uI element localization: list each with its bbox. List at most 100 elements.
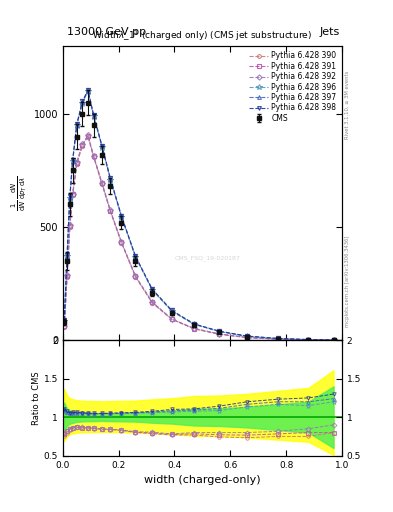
- Pythia 6.428 390: [119, 240, 124, 246]
- Pythia 6.428 392: [62, 323, 67, 329]
- Legend: Pythia 6.428 390, Pythia 6.428 391, Pythia 6.428 392, Pythia 6.428 396, Pythia 6: Pythia 6.428 390, Pythia 6.428 391, Pyth…: [248, 50, 338, 124]
- Pythia 6.428 391: [65, 272, 70, 279]
- Y-axis label: Ratio to CMS: Ratio to CMS: [32, 371, 41, 425]
- Pythia 6.428 391: [217, 331, 222, 337]
- Pythia 6.428 391: [68, 223, 72, 229]
- Pythia 6.428 396: [70, 158, 75, 164]
- Pythia 6.428 396: [68, 195, 72, 201]
- Pythia 6.428 391: [70, 191, 75, 197]
- Pythia 6.428 391: [86, 133, 90, 139]
- Text: Width$\lambda\_1^1$ (charged only) (CMS jet substructure): Width$\lambda\_1^1$ (charged only) (CMS …: [92, 29, 312, 43]
- Pythia 6.428 398: [306, 336, 311, 343]
- Pythia 6.428 398: [217, 328, 222, 334]
- Pythia 6.428 397: [75, 121, 79, 127]
- Pythia 6.428 398: [275, 335, 280, 342]
- Pythia 6.428 398: [99, 142, 104, 148]
- Pythia 6.428 392: [192, 325, 196, 331]
- Line: Pythia 6.428 396: Pythia 6.428 396: [61, 88, 337, 343]
- Pythia 6.428 397: [331, 337, 336, 343]
- Text: mcplots.cern.ch [arXiv:1306.3436]: mcplots.cern.ch [arXiv:1306.3436]: [345, 236, 350, 327]
- Pythia 6.428 390: [80, 142, 85, 148]
- Pythia 6.428 392: [70, 190, 75, 197]
- Pythia 6.428 396: [91, 113, 96, 119]
- Pythia 6.428 390: [99, 181, 104, 187]
- Pythia 6.428 392: [275, 336, 280, 342]
- Pythia 6.428 390: [70, 193, 75, 199]
- Pythia 6.428 396: [275, 335, 280, 342]
- Pythia 6.428 390: [217, 331, 222, 337]
- Pythia 6.428 390: [62, 324, 67, 330]
- Pythia 6.428 391: [169, 316, 174, 322]
- Pythia 6.428 392: [150, 299, 154, 305]
- Pythia 6.428 391: [306, 337, 311, 343]
- Pythia 6.428 397: [99, 143, 104, 149]
- Pythia 6.428 396: [80, 99, 85, 105]
- Pythia 6.428 390: [245, 334, 250, 340]
- Pythia 6.428 396: [150, 287, 154, 293]
- Pythia 6.428 390: [306, 337, 311, 343]
- Pythia 6.428 397: [80, 99, 85, 105]
- Pythia 6.428 397: [65, 253, 70, 259]
- Pythia 6.428 392: [86, 132, 90, 138]
- Line: Pythia 6.428 397: Pythia 6.428 397: [62, 89, 336, 342]
- Pythia 6.428 397: [68, 194, 72, 200]
- Pythia 6.428 396: [245, 333, 250, 339]
- Pythia 6.428 390: [169, 316, 174, 323]
- Pythia 6.428 398: [80, 98, 85, 104]
- Pythia 6.428 392: [306, 337, 311, 343]
- Pythia 6.428 396: [306, 336, 311, 343]
- Pythia 6.428 396: [192, 321, 196, 327]
- Pythia 6.428 397: [91, 113, 96, 119]
- Pythia 6.428 392: [91, 153, 96, 159]
- Pythia 6.428 392: [331, 337, 336, 343]
- Pythia 6.428 397: [86, 88, 90, 94]
- Pythia 6.428 398: [70, 157, 75, 163]
- Pythia 6.428 390: [275, 336, 280, 342]
- Pythia 6.428 391: [275, 336, 280, 342]
- Pythia 6.428 392: [119, 239, 124, 245]
- Pythia 6.428 397: [192, 321, 196, 327]
- Pythia 6.428 392: [99, 180, 104, 186]
- Pythia 6.428 390: [68, 224, 72, 230]
- Text: CMS_FSQ_19-020187: CMS_FSQ_19-020187: [175, 255, 241, 261]
- Pythia 6.428 391: [331, 337, 336, 343]
- Pythia 6.428 391: [99, 180, 104, 186]
- Pythia 6.428 397: [70, 158, 75, 164]
- Text: Jets: Jets: [320, 27, 340, 37]
- Pythia 6.428 391: [133, 273, 138, 280]
- Pythia 6.428 391: [245, 334, 250, 340]
- Pythia 6.428 392: [75, 159, 79, 165]
- Pythia 6.428 398: [62, 317, 67, 323]
- Pythia 6.428 397: [169, 308, 174, 314]
- Pythia 6.428 390: [133, 274, 138, 280]
- Line: Pythia 6.428 398: Pythia 6.428 398: [62, 88, 336, 342]
- Pythia 6.428 392: [68, 222, 72, 228]
- Pythia 6.428 392: [217, 331, 222, 337]
- Pythia 6.428 397: [217, 328, 222, 334]
- Pythia 6.428 390: [192, 326, 196, 332]
- Pythia 6.428 391: [150, 300, 154, 306]
- Pythia 6.428 396: [133, 254, 138, 260]
- Pythia 6.428 392: [169, 316, 174, 322]
- Pythia 6.428 396: [217, 329, 222, 335]
- Pythia 6.428 397: [108, 176, 113, 182]
- Pythia 6.428 396: [119, 214, 124, 220]
- Pythia 6.428 397: [275, 335, 280, 342]
- X-axis label: width (charged-only): width (charged-only): [144, 475, 261, 485]
- Pythia 6.428 398: [133, 253, 138, 259]
- Pythia 6.428 397: [306, 336, 311, 343]
- Pythia 6.428 396: [99, 144, 104, 150]
- Pythia 6.428 391: [62, 323, 67, 329]
- Pythia 6.428 398: [192, 321, 196, 327]
- Text: Rivet 3.1.10, ≥ 3M events: Rivet 3.1.10, ≥ 3M events: [345, 71, 350, 139]
- Pythia 6.428 390: [91, 154, 96, 160]
- Pythia 6.428 397: [62, 317, 67, 324]
- Pythia 6.428 396: [169, 308, 174, 314]
- Pythia 6.428 396: [75, 122, 79, 129]
- Pythia 6.428 398: [169, 307, 174, 313]
- Pythia 6.428 398: [86, 87, 90, 93]
- Pythia 6.428 391: [75, 160, 79, 166]
- Pythia 6.428 398: [75, 121, 79, 127]
- Pythia 6.428 396: [62, 318, 67, 324]
- Pythia 6.428 392: [133, 273, 138, 279]
